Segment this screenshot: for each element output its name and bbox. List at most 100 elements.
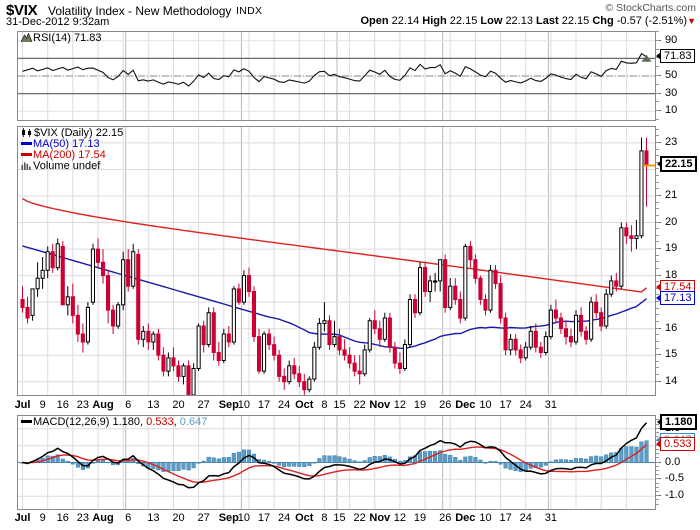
macd-name-text: MACD(12,26,9) bbox=[33, 416, 110, 428]
x-axis-label-17-middle: 17 bbox=[257, 399, 271, 411]
macd-line-icon bbox=[21, 420, 32, 423]
price-minor-tickmark bbox=[656, 360, 659, 362]
macd-minor-tickmark bbox=[656, 499, 659, 501]
x-axis-label-27-middle: 27 bbox=[197, 399, 210, 411]
x-axis-label-Oct-middle: Oct bbox=[295, 399, 314, 411]
rsi-tick-90: 90 bbox=[665, 33, 678, 46]
macd-minor-tickmark bbox=[656, 495, 659, 497]
price-svg bbox=[18, 127, 655, 395]
ma50-swatch-icon bbox=[21, 142, 32, 145]
x-axis-label-Nov-bottom: Nov bbox=[369, 512, 391, 524]
rsi-tick-50: 50 bbox=[665, 69, 678, 81]
x-axis-label-20-middle: 20 bbox=[172, 399, 185, 411]
macd-value-text: 1.180 bbox=[112, 416, 141, 428]
rsi-minor-tickmark bbox=[656, 101, 659, 103]
macd-minor-tickmark bbox=[656, 461, 659, 463]
price-tick-20: 20 bbox=[665, 215, 678, 228]
price-minor-tickmark bbox=[656, 201, 659, 203]
x-axis-label-6-middle: 6 bbox=[125, 399, 132, 411]
x-axis-label-Sep-bottom: Sep bbox=[218, 512, 239, 524]
ma50-legend-text: MA(50) 17.13 bbox=[33, 138, 100, 150]
x-axis-bottom: Jul 9 16 23 Aug 6 13 20 27 Sep 10 17 24 Oct 8 15 22 Nov 12… bbox=[14, 512, 673, 526]
price-minor-tickmark bbox=[656, 354, 659, 356]
x-axis-label-Aug-middle: Aug bbox=[92, 399, 114, 411]
x-axis-label-31-middle: 31 bbox=[544, 399, 557, 411]
price-minor-tickmark bbox=[656, 340, 659, 342]
open-value: 22.14 bbox=[391, 15, 420, 27]
rsi-legend: RSI(14) 71.83 bbox=[20, 32, 101, 44]
rsi-tick-30: 30 bbox=[665, 86, 678, 99]
price-tick-23: 23 bbox=[665, 135, 678, 148]
rsi-minor-tickmark bbox=[656, 119, 659, 120]
price-minor-tickmark bbox=[656, 327, 659, 329]
x-axis-label-10-bottom: 10 bbox=[237, 512, 251, 524]
x-axis-label-9-bottom: 9 bbox=[39, 512, 46, 524]
price-minor-tickmark bbox=[656, 168, 659, 170]
x-axis-label-13-bottom: 13 bbox=[147, 512, 160, 524]
price-minor-tickmark bbox=[656, 248, 659, 250]
last-value: 22.15 bbox=[561, 15, 590, 27]
rsi-plot-area bbox=[18, 32, 655, 120]
macd-tick-0.0: 0.0 bbox=[665, 455, 681, 468]
high-label: High bbox=[422, 15, 447, 27]
last-label: Last bbox=[536, 15, 559, 27]
macd-minor-tickmark bbox=[656, 490, 659, 492]
symbol-ticker: $VIX bbox=[6, 2, 38, 19]
macd-minor-tickmark bbox=[656, 469, 659, 471]
x-axis-label-6-bottom: 6 bbox=[125, 512, 132, 524]
macd-minor-tickmark bbox=[656, 448, 659, 450]
price-flag-17.13: 17.13 bbox=[656, 290, 695, 305]
macd-tick--1.0: -1.0 bbox=[665, 489, 684, 502]
rsi-minor-tickmark bbox=[656, 110, 659, 112]
price-minor-tickmark bbox=[656, 214, 659, 216]
rsi-mountain-icon bbox=[20, 32, 33, 43]
rsi-minor-tickmark bbox=[656, 92, 659, 94]
x-axis-label-13-middle: 13 bbox=[147, 399, 160, 411]
macd-minor-tickmark bbox=[656, 486, 659, 488]
x-axis-label-17-middle: 17 bbox=[499, 399, 512, 411]
x-axis-label-15-middle: 15 bbox=[333, 399, 346, 411]
macd-minor-tickmark bbox=[656, 453, 659, 455]
x-axis-label-Oct-bottom: Oct bbox=[295, 512, 314, 524]
low-value: 22.13 bbox=[505, 15, 533, 27]
exchange-label: INDX bbox=[236, 5, 263, 17]
x-axis-label-10-bottom: 10 bbox=[479, 512, 492, 524]
price-minor-tickmark bbox=[656, 194, 659, 196]
stockcharts-brand: © StockCharts.com bbox=[605, 2, 696, 14]
macd-minor-tickmark bbox=[656, 465, 659, 467]
rsi-panel: RSI(14) 71.83 bbox=[17, 31, 656, 121]
x-axis-label-24-middle: 24 bbox=[519, 399, 532, 411]
price-plot-area bbox=[18, 127, 655, 395]
price-minor-tickmark bbox=[656, 208, 659, 210]
price-minor-tickmark bbox=[656, 181, 659, 183]
rsi-minor-tickmark bbox=[656, 31, 659, 32]
price-tick-15: 15 bbox=[665, 348, 678, 361]
price-minor-tickmark bbox=[656, 367, 659, 369]
price-tick-16: 16 bbox=[665, 321, 678, 334]
x-axis-label-Nov-middle: Nov bbox=[369, 399, 391, 411]
x-axis-label-24-bottom: 24 bbox=[278, 512, 291, 524]
price-legend: $VIX (Daily) 22.15 MA(50) 17.13 MA(200) … bbox=[21, 128, 123, 172]
rsi-minor-tickmark bbox=[656, 39, 659, 41]
x-axis-middle: Jul 9 16 23 Aug 6 13 20 27 Sep 10 17 24 Oct 8 15 22 Nov 12… bbox=[15, 399, 673, 413]
macd-panel: MACD(12,26,9) 1.180, 0.533, 0.647 bbox=[17, 415, 656, 510]
price-minor-tickmark bbox=[656, 281, 659, 283]
macd-minor-tickmark bbox=[656, 503, 659, 505]
change-value: -0.57 (-2.51%) bbox=[616, 15, 688, 27]
x-axis-label-19-middle: 19 bbox=[413, 399, 427, 411]
price-minor-tickmark bbox=[656, 175, 659, 177]
price-minor-tickmark bbox=[656, 228, 659, 230]
x-axis-label-Jul-bottom: Jul bbox=[14, 512, 31, 524]
price-minor-tickmark bbox=[656, 347, 659, 349]
price-minor-tickmark bbox=[656, 155, 659, 157]
rsi-value-flag: 71.83 bbox=[656, 48, 695, 63]
macd-minor-tickmark bbox=[656, 432, 659, 434]
high-value: 22.15 bbox=[449, 15, 478, 27]
x-axis-label-27-bottom: 27 bbox=[197, 512, 210, 524]
price-minor-tickmark bbox=[656, 380, 659, 382]
rsi-minor-tickmark bbox=[656, 75, 659, 76]
ma200-swatch-icon bbox=[21, 153, 32, 156]
x-axis-label-Dec-bottom: Dec bbox=[455, 512, 476, 524]
price-minor-tickmark bbox=[656, 307, 659, 309]
